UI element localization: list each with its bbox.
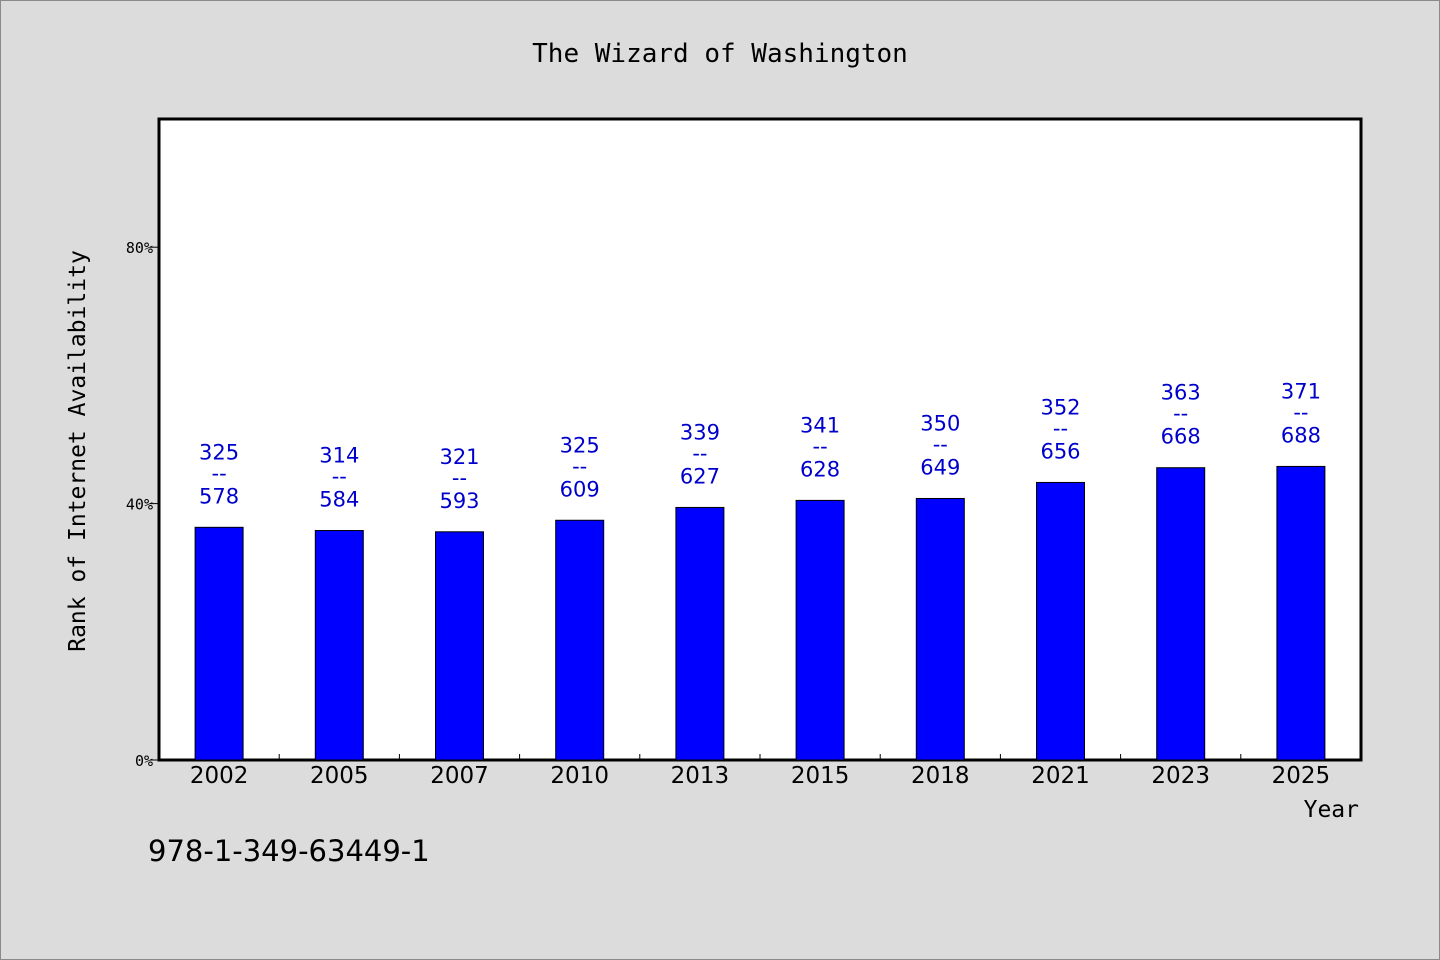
x-axis-label: Year [1304,797,1359,823]
y-tick-label: 40% [126,496,153,514]
data-label-separator: -- [332,465,347,489]
y-axis-label: Rank of Internet Availability [65,250,91,652]
data-label-top: 314 [319,444,359,468]
data-label-separator: -- [572,454,587,478]
x-axis-ticks: 2002 2005 2007 2010 2013 2015 2018 2021 2023 2025 [190,754,1330,789]
bar [314,530,364,761]
data-label-separator: -- [813,434,828,458]
data-label-bottom: 688 [1281,423,1321,447]
x-tick-label: 2025 [1272,763,1331,789]
x-tick-label: 2015 [791,763,850,789]
data-label-separator: -- [933,432,948,456]
isbn-text: 978-1-349-63449-1 [148,834,430,868]
data-label-bottom: 649 [920,455,960,479]
data-label-top: 325 [560,433,600,457]
data-label-separator: -- [452,466,467,490]
bar [915,497,965,761]
x-tick-label: 2002 [190,763,249,789]
bar [1276,465,1326,761]
bar [1036,481,1085,761]
data-label-bottom: 656 [1040,439,1080,463]
x-tick-label: 2023 [1151,763,1210,789]
data-label-top: 350 [920,411,960,435]
x-tick-label: 2018 [911,763,970,789]
data-label-top: 363 [1161,381,1201,405]
data-label-bottom: 609 [560,477,600,501]
data-label-bottom: 578 [199,484,239,508]
data-label-bottom: 593 [439,489,479,513]
data-labels: 325--578314--584321--593325--609339--627… [199,379,1321,512]
data-label-top: 325 [199,440,239,464]
data-label-top: 371 [1281,379,1321,403]
bar [555,519,605,761]
data-label-bottom: 628 [800,457,840,481]
data-label-top: 352 [1040,395,1080,419]
data-label-top: 341 [800,413,840,437]
data-label-top: 321 [439,445,479,469]
data-label-bottom: 584 [319,488,359,512]
data-label-separator: -- [1173,402,1188,426]
chart-title: The Wizard of Washington [532,39,908,69]
y-axis-ticks: 0% 40% 80% [126,239,159,770]
data-label-top: 339 [680,420,720,444]
x-tick-label: 2021 [1031,763,1090,789]
y-tick-label: 80% [126,239,153,257]
x-tick-label: 2005 [310,763,369,789]
bar [795,499,845,761]
bar [1156,467,1206,761]
data-label-separator: -- [1053,416,1068,440]
data-label-separator: -- [212,461,227,485]
data-label-bottom: 668 [1161,425,1201,449]
y-tick-label: 0% [135,752,153,770]
data-label-separator: -- [692,441,707,465]
bar [194,526,244,761]
data-label-bottom: 627 [680,464,720,488]
x-tick-label: 2010 [550,763,609,789]
x-tick-label: 2007 [430,763,489,789]
bar [435,531,484,761]
bar [675,506,725,761]
data-label-separator: -- [1293,400,1308,424]
x-tick-label: 2013 [671,763,730,789]
bars [194,465,1326,761]
